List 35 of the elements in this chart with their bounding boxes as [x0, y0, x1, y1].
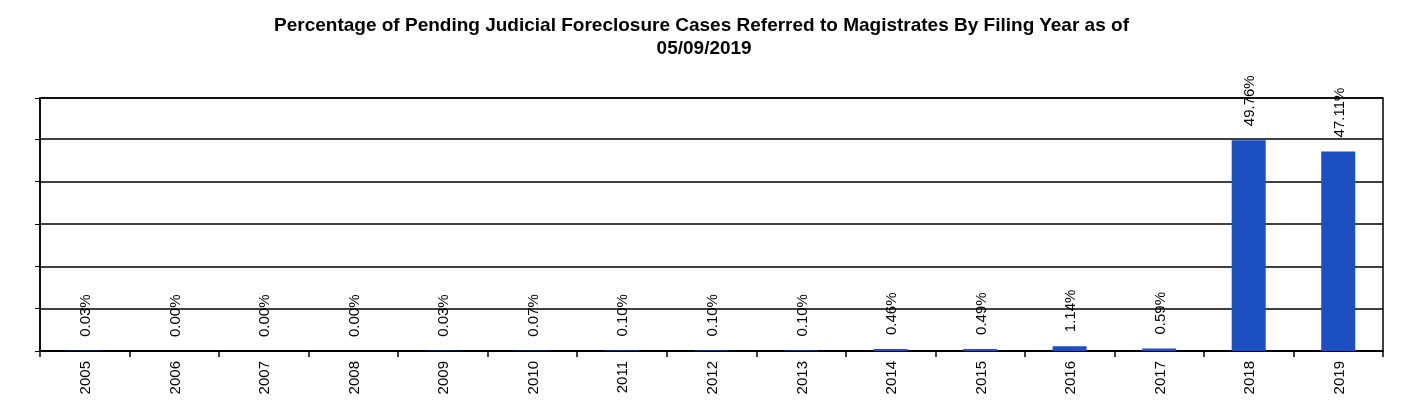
data-label: 0.03% [434, 294, 452, 337]
data-label: 1.14% [1061, 289, 1079, 333]
data-label: 0.07% [523, 294, 541, 337]
x-tick-label: 2016 [1061, 361, 1079, 395]
chart-title: Percentage of Pending Judicial Foreclosure Cases Referred to Magistrates By Filing Year as of 05/09/2019 [274, 14, 1130, 58]
data-label: 0.49% [971, 292, 989, 335]
x-tick-label: 2018 [1240, 361, 1258, 395]
x-tick-label: 2015 [971, 361, 989, 395]
x-tick-label: 2013 [792, 361, 810, 395]
bar [1321, 151, 1356, 351]
bar [1052, 346, 1087, 351]
data-label: 0.10% [703, 294, 720, 337]
data-label: 0.59% [1150, 291, 1168, 335]
data-label: 0.46% [882, 292, 900, 336]
data-label: 0.10% [613, 294, 631, 337]
data-label: 47.11% [1329, 87, 1347, 138]
data-label: 0.03% [76, 294, 94, 337]
bar [1231, 140, 1266, 351]
x-tick-label: 2010 [523, 361, 541, 395]
data-label: 0.00% [255, 294, 273, 337]
data-label: 0.00% [344, 294, 362, 337]
data-label: 0.00% [165, 294, 183, 337]
x-tick-label: 2008 [344, 361, 362, 395]
x-tick-label: 2009 [434, 361, 452, 395]
x-tick-label: 2012 [703, 361, 720, 395]
data-label: 49.76% [1240, 75, 1258, 127]
bar [963, 348, 998, 351]
x-tick-label: 2017 [1150, 361, 1168, 395]
x-tick-label: 2014 [882, 361, 900, 395]
x-tick-label: 2005 [76, 361, 94, 395]
data-label: 0.10% [792, 294, 810, 337]
x-tick-label: 2007 [255, 361, 273, 395]
x-tick-label: 2006 [165, 361, 183, 395]
x-tick-label: 2011 [613, 361, 631, 394]
x-tick-label: 2019 [1329, 361, 1347, 395]
